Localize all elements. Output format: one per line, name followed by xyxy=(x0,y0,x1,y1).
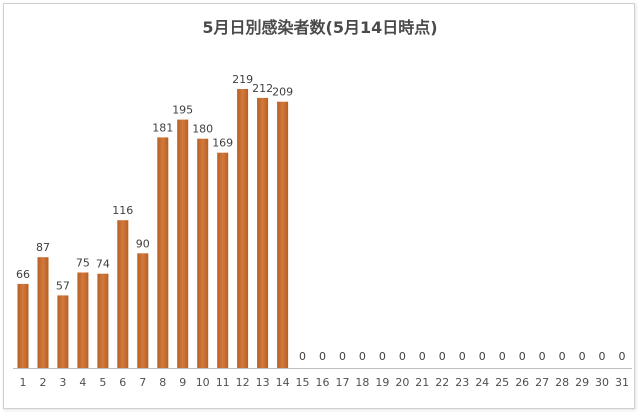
x-tick-day-24: 24 xyxy=(475,376,489,389)
x-tick-day-12: 12 xyxy=(236,376,250,389)
data-label-day-26: 0 xyxy=(519,350,526,363)
x-tick-day-16: 16 xyxy=(316,376,330,389)
data-label-day-11: 169 xyxy=(212,137,233,150)
x-tick-day-3: 3 xyxy=(59,376,66,389)
x-tick-day-5: 5 xyxy=(99,376,106,389)
x-tick-day-14: 14 xyxy=(276,376,290,389)
data-label-day-17: 0 xyxy=(339,350,346,363)
bar-day-8 xyxy=(157,137,169,368)
bar-day-6 xyxy=(117,220,129,368)
data-label-day-10: 180 xyxy=(192,123,213,136)
x-tick-day-23: 23 xyxy=(455,376,469,389)
bar-day-2 xyxy=(37,257,49,368)
data-label-day-8: 181 xyxy=(152,121,173,134)
x-tick-day-4: 4 xyxy=(79,376,86,389)
x-tick-day-20: 20 xyxy=(395,376,409,389)
data-label-day-23: 0 xyxy=(459,350,466,363)
x-tick-day-26: 26 xyxy=(515,376,529,389)
x-tick-day-18: 18 xyxy=(355,376,369,389)
x-tick-day-9: 9 xyxy=(179,376,186,389)
bar-day-4 xyxy=(77,272,89,368)
x-tick-day-25: 25 xyxy=(495,376,509,389)
x-tick-day-11: 11 xyxy=(216,376,230,389)
bar-day-5 xyxy=(97,273,109,368)
bar-day-7 xyxy=(137,253,149,368)
x-tick-day-1: 1 xyxy=(20,376,27,389)
data-label-day-13: 212 xyxy=(252,82,273,95)
bar-day-1 xyxy=(17,283,29,368)
x-tick-day-17: 17 xyxy=(336,376,350,389)
x-tick-day-21: 21 xyxy=(415,376,429,389)
x-tick-day-30: 30 xyxy=(595,376,609,389)
bars-group xyxy=(17,89,289,369)
data-label-day-7: 90 xyxy=(136,237,150,250)
data-label-day-15: 0 xyxy=(299,350,306,363)
data-label-day-18: 0 xyxy=(359,350,366,363)
bar-day-9 xyxy=(177,119,189,368)
data-label-day-5: 74 xyxy=(96,258,110,271)
x-tick-day-15: 15 xyxy=(296,376,310,389)
data-label-day-1: 66 xyxy=(16,268,30,281)
data-label-day-9: 195 xyxy=(172,104,193,117)
x-tick-day-19: 19 xyxy=(375,376,389,389)
x-tick-day-27: 27 xyxy=(535,376,549,389)
data-label-day-20: 0 xyxy=(399,350,406,363)
data-label-day-25: 0 xyxy=(499,350,506,363)
x-tick-day-8: 8 xyxy=(159,376,166,389)
x-tick-day-6: 6 xyxy=(119,376,126,389)
data-label-day-4: 75 xyxy=(76,257,90,270)
bar-day-12 xyxy=(237,89,249,368)
bar-day-10 xyxy=(197,138,209,368)
data-label-day-29: 0 xyxy=(579,350,586,363)
x-tick-day-31: 31 xyxy=(615,376,629,389)
data-label-day-2: 87 xyxy=(36,241,50,254)
x-tick-day-7: 7 xyxy=(139,376,146,389)
data-label-day-22: 0 xyxy=(439,350,446,363)
x-tick-day-13: 13 xyxy=(256,376,270,389)
data-label-day-31: 0 xyxy=(619,350,626,363)
data-label-day-14: 209 xyxy=(272,86,293,99)
data-label-day-24: 0 xyxy=(479,350,486,363)
data-label-day-19: 0 xyxy=(379,350,386,363)
x-tick-day-28: 28 xyxy=(555,376,569,389)
bar-day-14 xyxy=(277,101,289,368)
data-label-day-27: 0 xyxy=(539,350,546,363)
bar-day-3 xyxy=(57,295,69,368)
data-label-day-12: 219 xyxy=(232,73,253,86)
data-label-day-30: 0 xyxy=(599,350,606,363)
data-label-day-21: 0 xyxy=(419,350,426,363)
x-tick-day-22: 22 xyxy=(435,376,449,389)
data-label-day-6: 116 xyxy=(112,204,133,217)
x-tick-day-2: 2 xyxy=(40,376,47,389)
bar-day-11 xyxy=(217,152,229,368)
x-tick-day-10: 10 xyxy=(196,376,210,389)
data-label-day-3: 57 xyxy=(56,279,70,292)
bar-day-13 xyxy=(257,97,269,369)
data-label-day-16: 0 xyxy=(319,350,326,363)
chart-title: 5月日別感染者数(5月14日時点) xyxy=(202,18,437,37)
x-ticks-group: 1 2 3 4 5 6 7 8 9 10 11 12 13 14 15 16 17 18 19 20 21 22 23 24 2… xyxy=(20,376,630,389)
x-tick-day-29: 29 xyxy=(575,376,589,389)
data-label-day-28: 0 xyxy=(559,350,566,363)
